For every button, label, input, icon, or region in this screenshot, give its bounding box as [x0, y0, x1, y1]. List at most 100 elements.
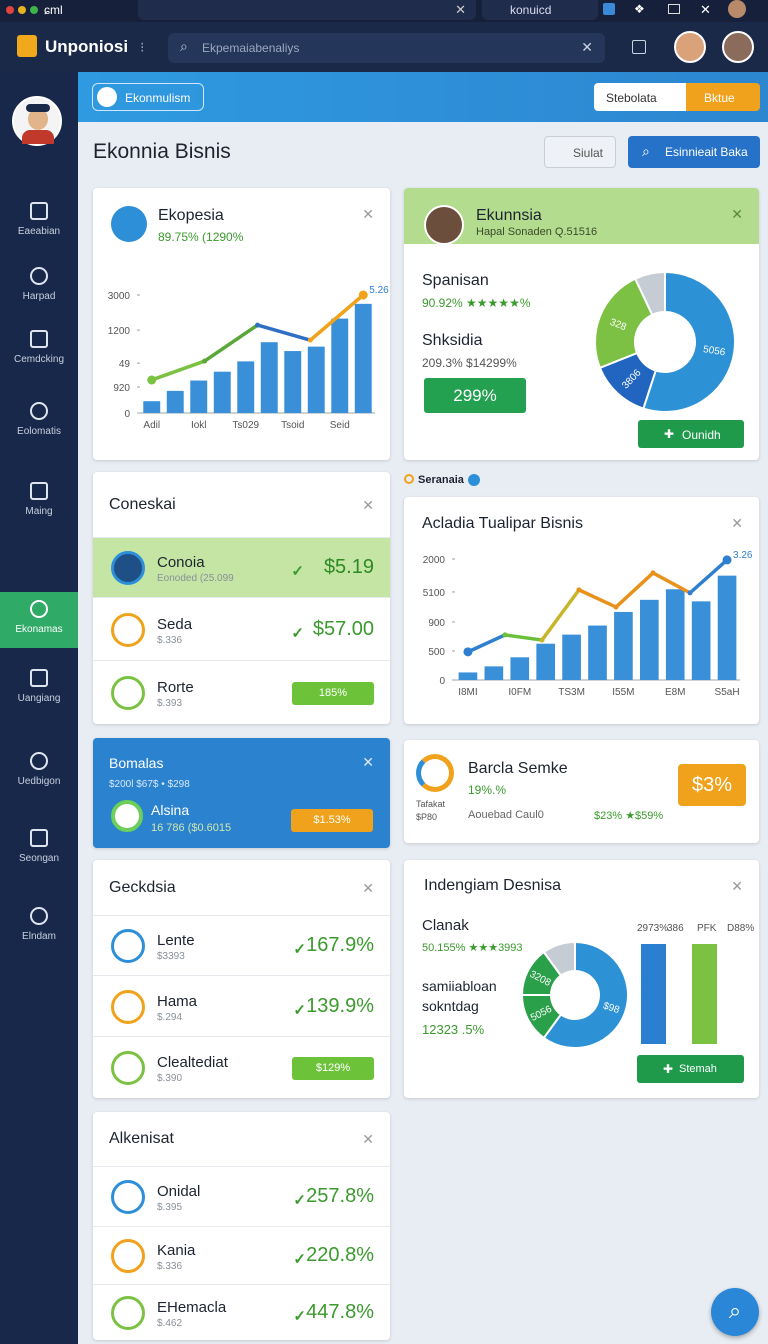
avatar [424, 205, 464, 245]
y-tick-label: 2000 [423, 555, 446, 566]
tab[interactable]: konuicd [482, 0, 598, 20]
bar [190, 380, 208, 413]
icon [111, 800, 143, 832]
row-sub: $.395 [157, 1202, 183, 1213]
card-title: Barcla Semke [468, 760, 568, 777]
row-sub: $.336 [157, 634, 183, 646]
nav-item[interactable]: Ekonamas [0, 592, 78, 648]
close[interactable]: ✕ [731, 515, 743, 531]
nav-item[interactable]: Uangiang [0, 669, 78, 719]
badge: $1.53% [291, 809, 373, 832]
button-label: Esinnieait Baka [665, 145, 748, 159]
card-subtitle: 19%.% [468, 783, 507, 797]
button[interactable]: Bktue [686, 83, 760, 111]
nav-label: Cemdcking [13, 354, 65, 365]
y-tick-label: 3000 [108, 291, 131, 302]
close[interactable]: ✕ [362, 879, 374, 896]
chip[interactable]: Ekonmulism [92, 83, 204, 111]
x-tick-label: S5aH [715, 687, 740, 698]
fab[interactable]: ⌕ [711, 1288, 759, 1336]
bar [284, 351, 302, 413]
tag: Seranaia [418, 474, 464, 486]
list-row: Rorte $.393 185% [93, 660, 390, 724]
line-segment [651, 571, 692, 595]
stats: $23% ★$59% [594, 810, 664, 822]
close[interactable]: ✕ [362, 496, 374, 513]
close[interactable]: ✕ [700, 2, 711, 17]
row-value: 167.9% [306, 934, 374, 956]
value: 90.92% ★★★★★% [422, 296, 531, 310]
x-tick-label: Adil [143, 420, 160, 431]
bar [237, 361, 255, 413]
nav-item[interactable]: Uedbigon [0, 752, 78, 802]
page-title: Ekonnia Bisnis [93, 140, 231, 163]
line-segment [202, 323, 260, 363]
bar-header: 386 [667, 923, 684, 934]
bar [260, 342, 278, 413]
avatar[interactable] [722, 31, 754, 63]
check: ✓ [293, 1001, 306, 1019]
avatar[interactable] [674, 31, 706, 63]
nav-item[interactable]: Eolomatis [0, 402, 78, 452]
button[interactable]: Siulat [544, 136, 616, 168]
search-placeholder: Ekpemaiabenaliys [202, 41, 300, 55]
bar [639, 599, 659, 680]
row-name: Rorte [157, 679, 194, 696]
tab[interactable]: ✕ [138, 0, 476, 20]
bar [614, 611, 633, 680]
side-label: Tafakat $P80 [416, 799, 446, 822]
nav-item[interactable]: Seongan [0, 829, 78, 879]
close[interactable]: ✕ [362, 206, 374, 222]
icon [111, 1180, 145, 1214]
row-value: 447.8% [306, 1301, 374, 1323]
tab-title: konuicd [510, 3, 552, 17]
close[interactable]: ✕ [362, 1131, 374, 1147]
app-header: Unponiosi ⁝ ⌕ Ekpemaiabenaliys ✕ [0, 22, 768, 72]
nav-icon [30, 669, 48, 687]
nav-label: Maing [25, 506, 53, 517]
close[interactable]: ✕ [362, 754, 374, 770]
close[interactable]: ✕ [731, 878, 743, 894]
close[interactable]: ✕ [731, 206, 743, 222]
search-box[interactable]: ⌕ Ekpemaiabenaliys ✕ [168, 33, 605, 63]
row-sub: Eonoded (25.099 [157, 573, 234, 584]
y-tick-label: 0 [124, 409, 130, 420]
line-point [463, 647, 473, 657]
card-title: Bomalas [109, 755, 164, 771]
nav-label: Harpad [22, 291, 56, 302]
icon[interactable] [632, 40, 646, 54]
bar [641, 944, 666, 1044]
tab-title[interactable]: ɕml [44, 3, 63, 17]
icon [111, 676, 145, 710]
bar [665, 589, 685, 680]
row-name: Clealtediat [157, 1054, 228, 1071]
segment-label: $98 [602, 1001, 622, 1017]
card: Alkenisat ✕ Onidal $.395 ✓ 257.8% Kania $.336 ✓ 2… [93, 1112, 390, 1340]
line-point [358, 290, 368, 300]
nav-item[interactable]: Maing [0, 482, 78, 532]
button[interactable]: ✚ Ounidh [638, 420, 744, 448]
nav-item[interactable]: Eaeabian [0, 202, 78, 252]
card-title: Ekopesia [158, 207, 224, 224]
browser-bar: ɕml ✕ konuicd ❖ ✕ [0, 0, 768, 22]
nav-label: Ekonamas [15, 624, 63, 635]
nav-item[interactable]: Harpad [0, 267, 78, 317]
button[interactable]: ⌕ Esinnieait Baka [628, 136, 760, 168]
row-name: Hama [157, 992, 198, 1010]
nav-item[interactable]: Cemdcking [0, 330, 78, 380]
button-label: Stemah [679, 1063, 717, 1075]
nav-item[interactable]: Elndam [0, 907, 78, 957]
line-point [576, 587, 582, 593]
line-point [539, 637, 545, 643]
note: Aouebad Caul0 [468, 809, 544, 821]
card-title: Indengiam Desnisa [424, 877, 561, 894]
menu[interactable]: ⁝ [140, 39, 145, 55]
select[interactable]: Stebolata [594, 83, 686, 111]
line-point [147, 375, 157, 385]
y-tick-label: 900 [428, 618, 445, 629]
row-value: $5.19 [323, 556, 374, 578]
line-segment [614, 571, 655, 609]
card: Acladia Tualipar Bisnis ✕ 0 500 900 5100 200… [404, 497, 759, 724]
button[interactable]: ✚ Stemah [637, 1055, 744, 1083]
